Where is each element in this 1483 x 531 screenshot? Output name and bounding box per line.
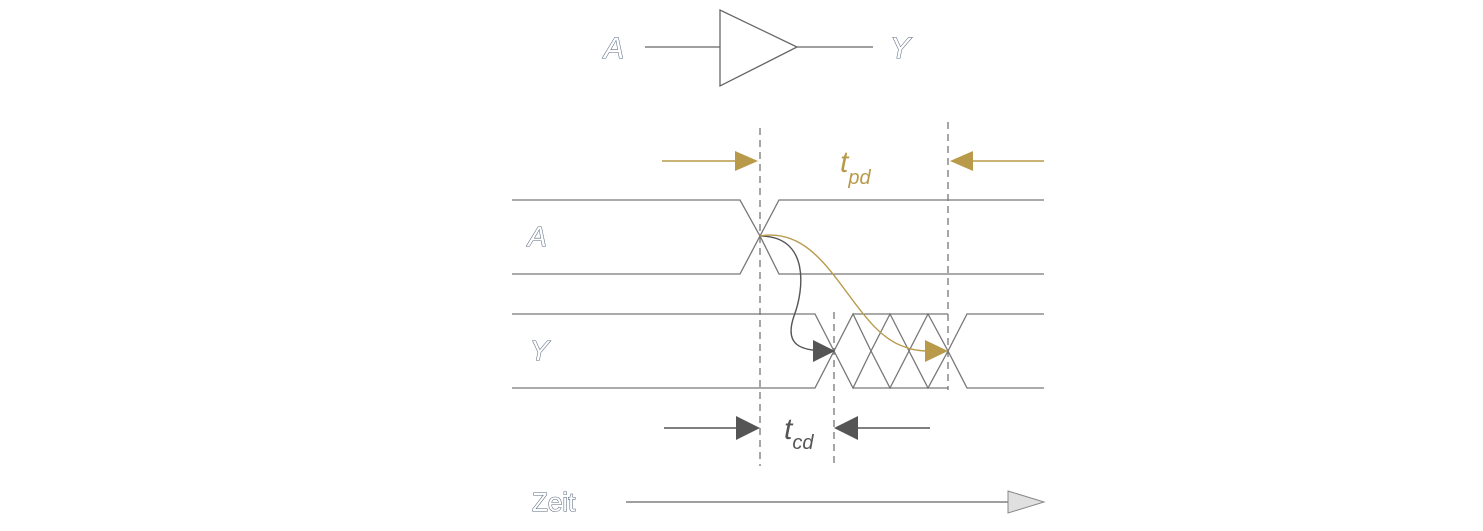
time-axis-label: Zeit — [532, 487, 576, 517]
tcd-dimension: tcd — [664, 413, 930, 454]
signal-y-waveform: Y — [512, 312, 1044, 390]
buffer-triangle-icon — [719, 8, 799, 88]
signal-y-label: Y — [530, 335, 551, 366]
tcd-left-arrow-icon — [736, 416, 760, 440]
contamination-curve — [759, 235, 829, 352]
gate-input-label: A — [602, 32, 624, 65]
propagation-curve — [759, 234, 933, 352]
tcd-right-arrow-icon — [834, 416, 858, 440]
tpd-label: tpd — [840, 146, 871, 189]
time-axis-arrow-icon — [1007, 490, 1046, 514]
gate-output-label: Y — [890, 32, 912, 65]
contamination-curve-arrowhead — [813, 340, 835, 362]
signal-a-waveform: A — [512, 199, 1044, 275]
buffer-gate: A Y — [601, 8, 913, 88]
tpd-left-arrow-icon — [735, 151, 758, 171]
propagation-curve-arrowhead — [925, 340, 948, 362]
tpd-dimension: tpd — [662, 146, 1044, 189]
signal-a-label: A — [526, 221, 547, 252]
time-axis: Zeit — [531, 486, 1046, 518]
tcd-label: tcd — [784, 413, 814, 454]
tpd-right-arrow-icon — [950, 151, 973, 171]
